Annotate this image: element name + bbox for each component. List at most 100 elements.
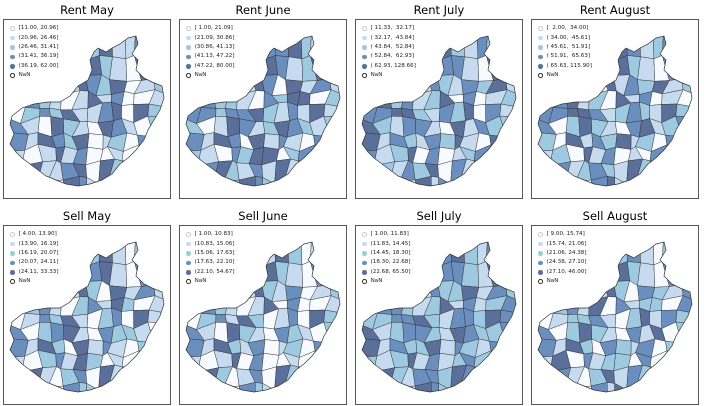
legend-label: ( 65.63, 115.90]	[546, 62, 592, 69]
district-region	[87, 133, 104, 150]
district-region	[314, 144, 330, 163]
district-region	[423, 36, 438, 62]
district-region	[423, 242, 438, 268]
map-title: Rent July	[413, 3, 465, 17]
legend-entry: (22.68, 65.50]	[362, 268, 411, 277]
district-region	[438, 383, 456, 392]
district-region	[499, 158, 516, 182]
district-region	[262, 177, 280, 186]
legend-entry: (10.83, 15.06]	[186, 239, 235, 248]
district-region	[301, 55, 318, 82]
legend-swatch	[10, 232, 15, 237]
map-frame: [ 1.00, 11.83] (11.83, 14.45] (14.45, 18.3…	[355, 225, 523, 405]
district-region	[147, 309, 164, 324]
district-region	[653, 55, 670, 82]
legend-entry: ( 32.17, 43.84]	[362, 33, 416, 42]
district-region	[476, 36, 488, 60]
district-region	[538, 90, 554, 108]
district-region	[10, 337, 29, 358]
district-region	[504, 339, 516, 352]
district-region	[423, 60, 438, 78]
legend-label: (21.06, 24.38]	[546, 249, 587, 256]
district-region	[504, 133, 516, 146]
district-region	[549, 367, 572, 391]
legend-swatch	[10, 63, 15, 69]
district-region	[563, 181, 582, 186]
district-region	[300, 242, 312, 266]
legend-label: ( 51.91, 65.63]	[546, 53, 591, 60]
district-region	[263, 339, 280, 356]
district-region	[61, 36, 80, 62]
legend-swatch	[10, 45, 15, 50]
map-legend: [ 2.00, 34.00] ( 34.00, 45.61] ( 45.61, 51…	[538, 24, 592, 80]
district-region	[215, 107, 227, 117]
district-region	[538, 367, 551, 386]
district-region	[285, 56, 304, 82]
district-region	[262, 383, 280, 392]
legend-entry: [ 11.33, 32.17]	[362, 24, 416, 33]
legend-swatch	[362, 241, 367, 247]
district-region	[499, 321, 516, 344]
district-region	[324, 89, 340, 109]
district-region	[463, 101, 474, 121]
legend-label: NaN	[18, 278, 31, 285]
district-region	[148, 383, 164, 392]
legend-entry: (41.13, 47.22]	[186, 52, 235, 61]
map-legend: [ 4.00, 13.90] (13.90, 16.19] (16.19, 20.0…	[10, 230, 59, 286]
district-region	[450, 242, 465, 264]
district-region	[124, 36, 136, 60]
district-region	[10, 131, 29, 152]
legend-entry: ( 34.00, 45.61]	[538, 33, 592, 42]
legend-entry: (20.07, 24.11]	[10, 258, 59, 267]
legend-entry: NaN	[186, 71, 235, 80]
district-region	[10, 90, 26, 108]
district-region	[62, 382, 80, 392]
legend-swatch	[10, 251, 15, 256]
district-region	[486, 242, 504, 262]
district-region	[606, 382, 615, 392]
district-region	[283, 181, 303, 186]
district-region	[152, 339, 164, 352]
legend-swatch	[10, 35, 15, 41]
district-region	[436, 55, 454, 76]
district-region	[414, 176, 432, 186]
district-region	[150, 53, 164, 79]
legend-swatch	[362, 279, 367, 284]
district-region	[391, 313, 403, 323]
district-region	[21, 161, 44, 185]
district-region	[550, 179, 566, 186]
district-region	[678, 259, 692, 285]
legend-label: NaN	[194, 278, 207, 285]
legend-label: (20.96, 26.46]	[18, 34, 59, 41]
legend-swatch	[362, 73, 367, 78]
district-region	[324, 177, 340, 186]
district-region	[310, 36, 328, 56]
district-region	[323, 103, 340, 118]
district-region	[612, 55, 630, 76]
legend-entry: (13.90, 16.19]	[10, 239, 59, 248]
legend-entry: (21.09, 30.86]	[186, 33, 235, 42]
district-region	[198, 385, 214, 392]
district-region	[680, 133, 692, 146]
legend-label: (41.13, 47.22]	[194, 53, 235, 60]
district-region	[362, 131, 381, 152]
district-region	[661, 383, 679, 392]
legend-swatch	[186, 241, 191, 247]
legend-label: (22.10, 54.67]	[194, 268, 235, 275]
legend-label: [ 4.00, 13.90]	[18, 231, 57, 238]
district-region	[147, 158, 164, 182]
district-region	[626, 181, 643, 186]
district-region	[147, 103, 164, 118]
region-outline	[185, 35, 341, 187]
district-region	[676, 295, 692, 315]
legend-label: (14.45, 18.30]	[370, 249, 411, 256]
district-region	[665, 134, 683, 146]
district-region	[676, 89, 692, 109]
district-region	[247, 242, 262, 268]
district-region	[147, 350, 164, 368]
choropleth-map	[361, 35, 517, 187]
legend-swatch	[538, 279, 543, 284]
legend-label: (18.30, 22.68]	[370, 259, 411, 266]
district-region	[490, 350, 506, 369]
district-region	[676, 177, 692, 186]
